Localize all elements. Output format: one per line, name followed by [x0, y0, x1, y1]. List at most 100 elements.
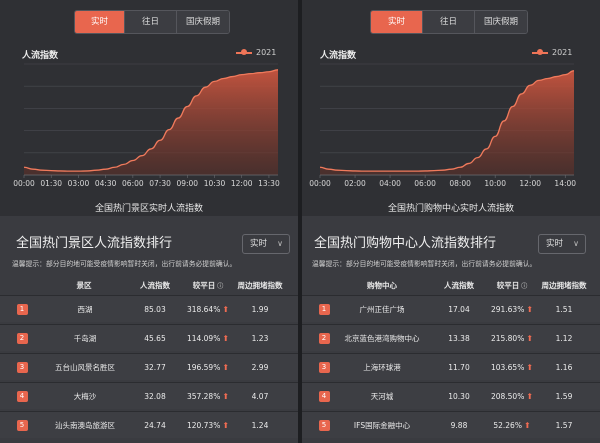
time-select[interactable]: 实时 ∨: [242, 234, 290, 254]
name-cell: 汕头南澳岛旅游区: [55, 420, 115, 430]
congestion-cell: 1.16: [555, 362, 573, 372]
rank-badge: 5: [318, 419, 330, 431]
vs-value: 52.26%: [493, 420, 522, 430]
index-cell: 9.88: [450, 420, 468, 430]
table-row[interactable]: 3 五台山风景名胜区 32.77 196.59% ⬆ 2.99: [0, 353, 298, 380]
table-row[interactable]: 2 北京蓝色港湾购物中心 13.38 215.80% ⬆ 1.12: [302, 324, 600, 351]
arrow-up-icon: ⬆: [222, 304, 230, 314]
rank-badge: 1: [318, 303, 330, 315]
arrow-up-icon: ⬆: [222, 420, 230, 430]
x-tick-label: 12:00: [231, 179, 253, 188]
x-tick-label: 02:00: [344, 179, 366, 188]
x-tick-label: 01:30: [40, 179, 62, 188]
index-cell: 32.08: [144, 391, 166, 401]
vs-value: 357.28%: [186, 391, 221, 401]
scenic-tabs: 实时 往日 国庆假期: [74, 10, 230, 34]
rank-cell: 4: [16, 383, 28, 409]
chart-title: 人流指数: [320, 51, 357, 61]
info-icon[interactable]: ⓘ: [217, 282, 224, 290]
index-cell: 17.04: [448, 304, 470, 314]
vs-cell: 114.09% ⬆: [183, 325, 233, 351]
index-cell: 45.65: [144, 333, 166, 343]
tab-realtime[interactable]: 实时: [371, 11, 423, 33]
rank-cell: 3: [318, 354, 330, 380]
scenic-panel: 实时 往日 国庆假期 人流指数 2021 00:00 01:30 03:00 04:3…: [0, 0, 298, 443]
select-value: 实时: [546, 239, 564, 249]
tab-national-day[interactable]: 国庆假期: [475, 11, 527, 33]
chart-legend[interactable]: 2021: [236, 48, 276, 57]
vs-cell: 103.65% ⬆: [487, 354, 537, 380]
vs-cell: 52.26% ⬆: [487, 412, 537, 438]
series-area: [320, 70, 574, 175]
rank-badge: 3: [318, 361, 330, 373]
vs-cell: 120.73% ⬆: [183, 412, 233, 438]
table-row[interactable]: 1 广州正佳广场 17.04 291.63% ⬆ 1.51: [302, 295, 600, 322]
rank-badge: 4: [16, 390, 28, 402]
chart-caption: 全国热门景区实时人流指数: [94, 204, 203, 214]
rank-badge: 3: [16, 361, 28, 373]
rank-badge: 2: [16, 332, 28, 344]
x-tick-label: 00:00: [309, 179, 331, 188]
time-select[interactable]: 实时 ∨: [538, 234, 586, 254]
name-cell: 大梅沙: [73, 391, 97, 401]
tab-past-days[interactable]: 往日: [423, 11, 475, 33]
header-vs-label: 较平日: [496, 280, 520, 290]
tab-national-day[interactable]: 国庆假期: [177, 11, 229, 33]
index-cell: 32.77: [144, 362, 166, 372]
header-congestion: 周边拥堵指数: [237, 280, 283, 290]
header-vs: 较平日 ⓘ: [487, 276, 537, 294]
info-icon[interactable]: ⓘ: [521, 282, 528, 290]
rank-cell: 2: [16, 325, 28, 351]
rank-cell: 1: [318, 296, 330, 322]
vs-cell: 215.80% ⬆: [487, 325, 537, 351]
table-row[interactable]: 2 千岛湖 45.65 114.09% ⬆ 1.23: [0, 324, 298, 351]
arrow-up-icon: ⬆: [526, 391, 534, 401]
ranking-title: 全国热门购物中心人流指数排行: [314, 236, 497, 251]
rank-badge: 5: [16, 419, 28, 431]
rank-badge: 2: [318, 332, 330, 344]
vs-value: 318.64%: [186, 304, 221, 314]
scenic-chart-card: 实时 往日 国庆假期 人流指数 2021 00:00 01:30 03:00 04:3…: [0, 0, 298, 216]
name-cell: 广州正佳广场: [359, 304, 405, 314]
vs-cell: 318.64% ⬆: [183, 296, 233, 322]
series-area: [24, 69, 278, 175]
panel-divider: [298, 0, 302, 443]
name-cell: 五台山风景名胜区: [55, 362, 115, 372]
table-row[interactable]: 4 大梅沙 32.08 357.28% ⬆ 4.07: [0, 382, 298, 409]
index-cell: 11.70: [448, 362, 470, 372]
index-cell: 85.03: [144, 304, 166, 314]
table-row[interactable]: 5 汕头南澳岛旅游区 24.74 120.73% ⬆ 1.24: [0, 411, 298, 438]
chart-legend[interactable]: 2021: [532, 48, 572, 57]
select-value: 实时: [250, 239, 268, 249]
table-row[interactable]: 4 天河城 10.30 208.50% ⬆ 1.59: [302, 382, 600, 409]
rank-badge: 4: [318, 390, 330, 402]
x-tick-label: 06:00: [122, 179, 144, 188]
congestion-cell: 4.07: [251, 391, 269, 401]
rank-badge: 1: [16, 303, 28, 315]
chart-caption: 全国热门购物中心实时人流指数: [387, 204, 514, 214]
table-row[interactable]: 5 IFS国际金融中心 9.88 52.26% ⬆ 1.57: [302, 411, 600, 438]
vs-value: 196.59%: [186, 362, 221, 372]
x-tick-label: 10:30: [204, 179, 226, 188]
vs-value: 208.50%: [490, 391, 525, 401]
rank-cell: 3: [16, 354, 28, 380]
x-tick-label: 08:00: [449, 179, 471, 188]
tab-realtime[interactable]: 实时: [75, 11, 125, 33]
chart-title: 人流指数: [22, 51, 59, 61]
mall-panel: 实时 往日 国庆假期 人流指数 2021 00:00 02:00 04:00 06:0…: [302, 0, 600, 443]
table-row[interactable]: 3 上海环球港 11.70 103.65% ⬆ 1.16: [302, 353, 600, 380]
congestion-cell: 1.12: [555, 333, 573, 343]
chevron-down-icon: ∨: [277, 239, 283, 248]
name-cell: 千岛湖: [73, 333, 97, 343]
tab-past-days[interactable]: 往日: [125, 11, 177, 33]
header-congestion: 周边拥堵指数: [541, 280, 587, 290]
arrow-up-icon: ⬆: [222, 333, 230, 343]
rank-cell: 5: [318, 412, 330, 438]
rank-cell: 1: [16, 296, 28, 322]
table-row[interactable]: 1 西湖 85.03 318.64% ⬆ 1.99: [0, 295, 298, 322]
name-cell: 西湖: [77, 304, 93, 314]
vs-cell: 208.50% ⬆: [487, 383, 537, 409]
legend-marker-icon: [236, 48, 252, 55]
chevron-down-icon: ∨: [573, 239, 579, 248]
table-header: 购物中心 人流指数 较平日 ⓘ 周边拥堵指数: [302, 276, 600, 294]
